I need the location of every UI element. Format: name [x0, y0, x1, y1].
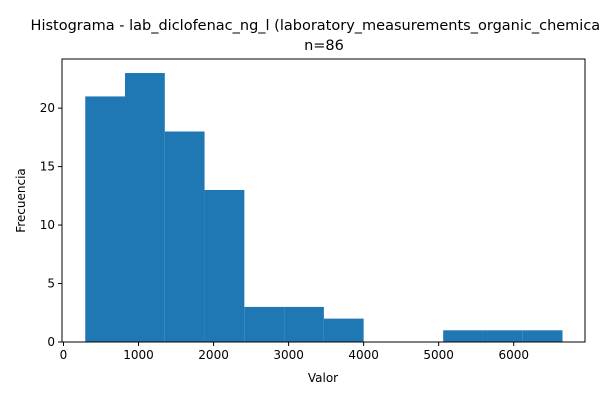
x-tick-label: 2000 — [198, 348, 229, 362]
histogram-bar — [125, 73, 165, 343]
y-tick-label: 0 — [47, 335, 55, 349]
x-tick-label: 1000 — [123, 348, 154, 362]
y-axis-ticks: 0 5 10 15 20 — [40, 101, 62, 349]
histogram-bar — [244, 306, 285, 342]
histogram-bar — [323, 318, 364, 342]
x-tick-label: 5000 — [423, 348, 454, 362]
x-axis-label: Valor — [308, 371, 338, 385]
histogram-bar — [85, 96, 126, 343]
y-tick-label: 15 — [40, 160, 55, 174]
y-tick-label: 10 — [40, 218, 55, 232]
x-tick-label: 6000 — [498, 348, 529, 362]
x-axis-ticks: 0 1000 2000 3000 4000 5000 6000 — [60, 342, 529, 362]
histogram-bar — [482, 330, 523, 342]
y-tick-label: 20 — [40, 101, 55, 115]
histogram-bar — [164, 131, 205, 342]
chart-subtitle: n=86 — [304, 38, 344, 54]
histogram-bar — [204, 189, 245, 342]
histogram-bar — [284, 306, 324, 342]
y-axis-label: Frecuencia — [14, 168, 28, 233]
histogram-bars — [85, 73, 563, 343]
histogram-bar — [443, 330, 483, 342]
x-tick-label: 0 — [60, 348, 68, 362]
x-tick-label: 3000 — [273, 348, 304, 362]
plot-frame — [61, 58, 586, 343]
x-tick-label: 4000 — [348, 348, 379, 362]
chart-title: Histograma - lab_diclofenac_ng_l (labora… — [31, 18, 600, 34]
y-tick-label: 5 — [47, 277, 55, 291]
histogram-bar — [522, 330, 563, 342]
